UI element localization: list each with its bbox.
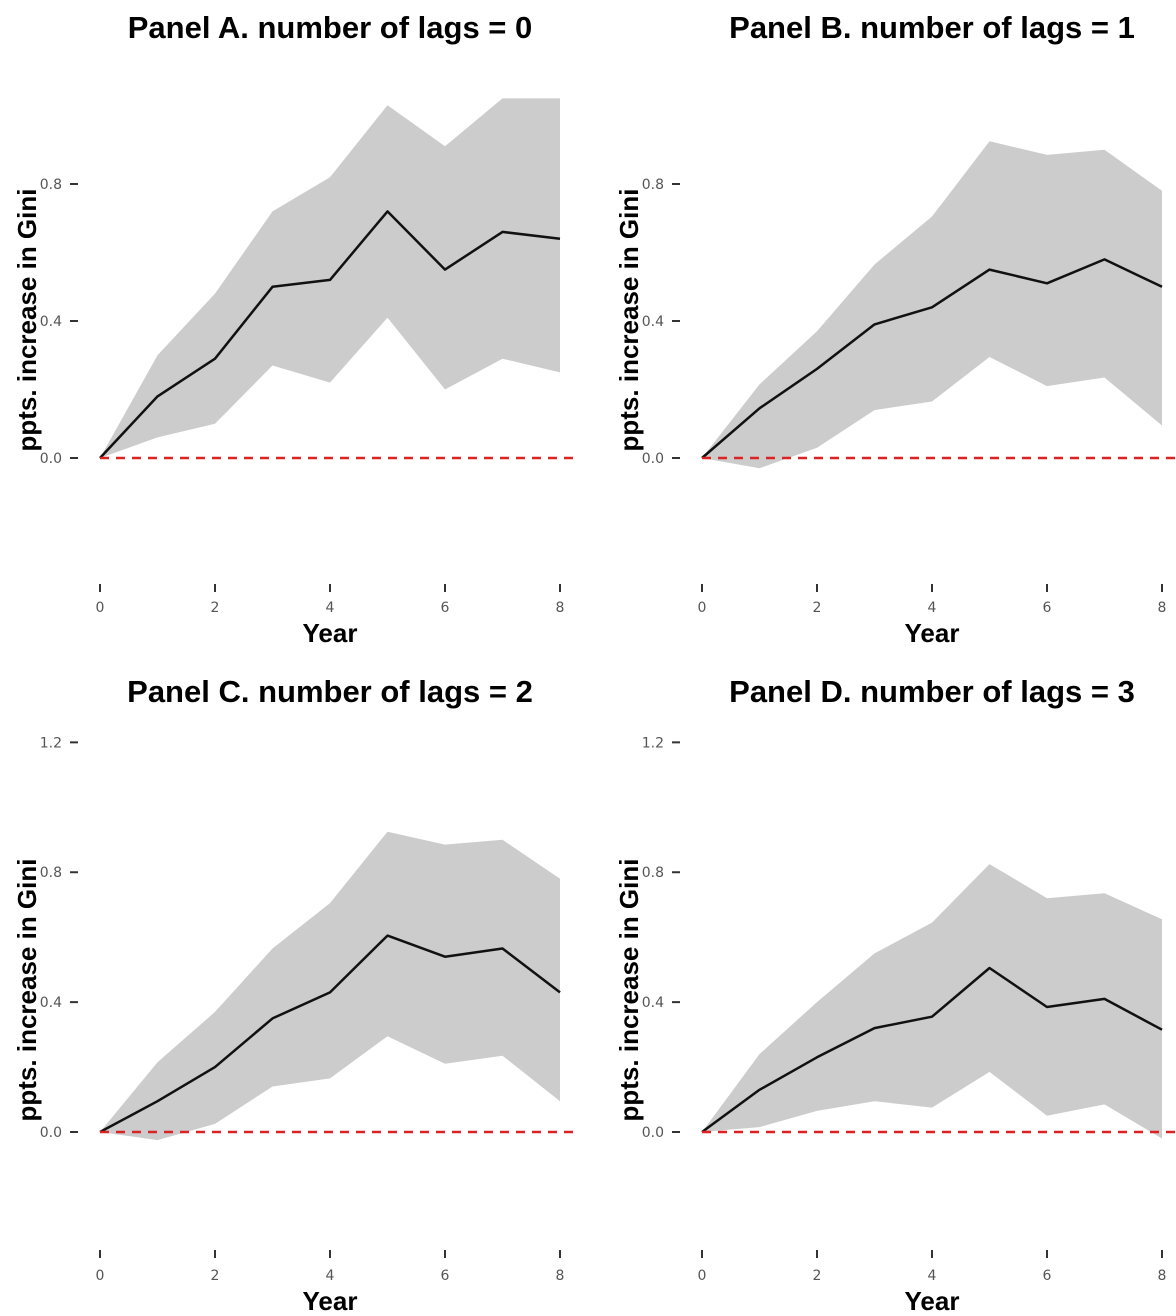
x-tick-label: 4	[928, 1268, 937, 1284]
y-tick-label: 0.0	[40, 1125, 62, 1141]
confidence-band-d	[702, 864, 1162, 1139]
estimate-line-b	[701, 258, 1163, 459]
y-tick-label: 0.0	[642, 1125, 664, 1141]
x-tick-label: 0	[96, 1268, 105, 1284]
x-tick-label: 6	[1043, 600, 1052, 616]
x-tick-label: 6	[441, 1268, 450, 1284]
plot-area-b	[701, 141, 1163, 469]
panel-d: Panel D. number of lags = 3 0.0 0.4 0.8 1.2 0…	[614, 674, 1176, 1316]
panel-title-b: Panel B. number of lags = 1	[729, 10, 1135, 45]
x-tick-label: 4	[326, 1268, 335, 1284]
x-tick-label: 8	[1158, 1268, 1167, 1284]
x-tick-label: 2	[211, 1268, 220, 1284]
x-tick-label: 4	[928, 600, 937, 616]
panel-a: Panel A. number of lags = 0 0.0 0.4 0.8 0 2 4 6…	[12, 10, 580, 648]
x-tick-label: 8	[1158, 600, 1167, 616]
y-tick-label: 1.2	[642, 735, 664, 751]
y-tick-label: 0.8	[642, 177, 664, 193]
x-axis-label-d: Year	[905, 1286, 960, 1316]
x-tick-label: 8	[556, 600, 565, 616]
y-tick-label: 0.8	[40, 865, 62, 881]
panel-title-c: Panel C. number of lags = 2	[127, 674, 533, 709]
plot-area-a	[99, 98, 561, 459]
x-axis-label-b: Year	[905, 618, 960, 648]
x-axis-label-a: Year	[303, 618, 358, 648]
x-tick-label: 0	[96, 600, 105, 616]
x-tick-label: 6	[1043, 1268, 1052, 1284]
y-tick-label: 1.2	[40, 735, 62, 751]
x-tick-label: 2	[813, 600, 822, 616]
x-tick-label: 6	[441, 600, 450, 616]
plot-area-c	[99, 831, 561, 1141]
x-axis-label-c: Year	[303, 1286, 358, 1316]
x-tick-label: 4	[326, 600, 335, 616]
panel-title-d: Panel D. number of lags = 3	[729, 674, 1135, 709]
x-tick-label: 0	[698, 600, 707, 616]
y-tick-label: 0.8	[40, 177, 62, 193]
y-tick-label: 0.0	[642, 451, 664, 467]
y-tick-label: 0.4	[642, 314, 664, 330]
x-tick-label: 0	[698, 1268, 707, 1284]
y-tick-label: 0.8	[642, 865, 664, 881]
x-tick-label: 2	[813, 1268, 822, 1284]
y-axis-label-a: ppts. increase in Gini	[12, 189, 42, 452]
y-tick-label: 0.4	[40, 314, 62, 330]
x-tick-label: 8	[556, 1268, 565, 1284]
estimate-line-d	[701, 966, 1163, 1134]
y-axis-label-b: ppts. increase in Gini	[614, 189, 644, 452]
y-axis-label-d: ppts. increase in Gini	[614, 859, 644, 1122]
y-tick-label: 0.4	[40, 995, 62, 1011]
panel-title-a: Panel A. number of lags = 0	[128, 10, 533, 45]
y-tick-label: 0.0	[40, 451, 62, 467]
confidence-band-c	[100, 831, 560, 1141]
y-tick-label: 0.4	[642, 995, 664, 1011]
plot-area-d	[701, 864, 1163, 1139]
panel-c: Panel C. number of lags = 2 0.0 0.4 0.8 1.2 0…	[12, 674, 580, 1316]
confidence-band-b	[702, 141, 1162, 469]
x-tick-label: 2	[211, 600, 220, 616]
y-axis-label-c: ppts. increase in Gini	[12, 859, 42, 1122]
estimate-line-a	[99, 210, 561, 459]
panel-b: Panel B. number of lags = 1 0.0 0.4 0.8 0 2 4 6…	[614, 10, 1176, 648]
estimate-line-c	[99, 934, 561, 1134]
